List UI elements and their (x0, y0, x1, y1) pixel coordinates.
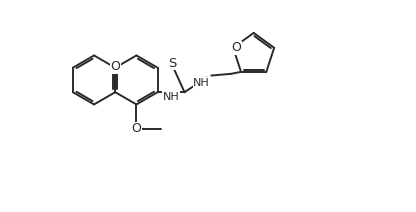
Text: NH: NH (193, 78, 210, 88)
Text: NH: NH (163, 92, 179, 102)
Text: O: O (131, 122, 141, 135)
Text: S: S (168, 57, 176, 70)
Text: O: O (110, 60, 120, 73)
Text: O: O (231, 41, 241, 54)
